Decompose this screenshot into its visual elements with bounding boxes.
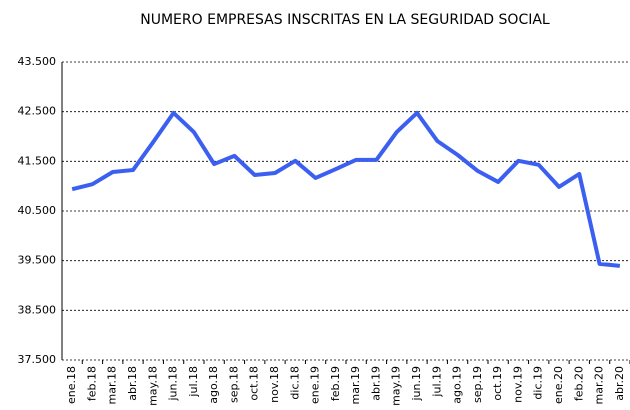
x-tick-label: ago.18 bbox=[207, 366, 220, 404]
x-tick-label: feb.20 bbox=[572, 366, 585, 401]
x-tick-label: mar.20 bbox=[593, 366, 606, 404]
x-tick-label: jul.18 bbox=[187, 366, 200, 398]
x-tick-label: oct.19 bbox=[491, 366, 504, 401]
x-tick-label: nov.19 bbox=[511, 366, 524, 403]
x-tick-label: ene.20 bbox=[552, 366, 565, 404]
line-series bbox=[71, 110, 621, 268]
x-tick-label: jun.18 bbox=[167, 366, 180, 402]
y-tick-label: 37.500 bbox=[18, 353, 57, 366]
x-tick-label: may.19 bbox=[390, 366, 403, 406]
x-tick-label: ene.18 bbox=[65, 366, 78, 404]
chart-title: NUMERO EMPRESAS INSCRITAS EN LA SEGURIDA… bbox=[140, 12, 550, 28]
x-tick-label: feb.18 bbox=[85, 366, 98, 401]
x-tick-label: ago.19 bbox=[451, 366, 464, 404]
x-tick-label: dic.19 bbox=[532, 366, 545, 400]
x-tick-label: jun.19 bbox=[410, 366, 423, 402]
y-tick-label: 43.500 bbox=[18, 55, 57, 68]
x-tick-label: sep.19 bbox=[471, 366, 484, 403]
x-tick-label: abr.18 bbox=[126, 366, 139, 401]
x-tick-label: ene.19 bbox=[309, 366, 322, 404]
x-tick-label: may.18 bbox=[146, 366, 159, 406]
x-tick-label: dic.18 bbox=[288, 366, 301, 400]
x-tick-label: oct.18 bbox=[248, 366, 261, 401]
x-tick-label: mar.18 bbox=[106, 366, 119, 404]
x-tick-label: sep.18 bbox=[227, 366, 240, 403]
y-tick-label: 40.500 bbox=[18, 204, 57, 217]
x-tick-label: mar.19 bbox=[349, 366, 362, 404]
x-tick-label: abr.20 bbox=[613, 366, 626, 401]
x-tick-label: feb.19 bbox=[329, 366, 342, 401]
y-tick-label: 39.500 bbox=[18, 254, 57, 267]
x-tick-label: jul.19 bbox=[430, 366, 443, 398]
x-tick-label: nov.18 bbox=[268, 366, 281, 403]
y-tick-label: 41.500 bbox=[18, 154, 57, 167]
y-tick-label: 42.500 bbox=[18, 105, 57, 118]
y-tick-label: 38.500 bbox=[18, 303, 57, 316]
x-tick-label: abr.19 bbox=[369, 366, 382, 401]
